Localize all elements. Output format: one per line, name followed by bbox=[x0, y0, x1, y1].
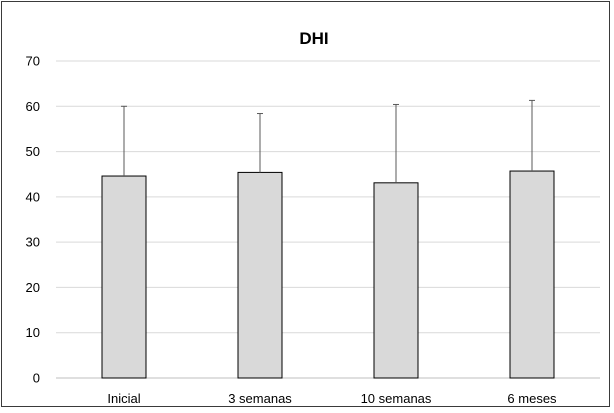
y-tick-label: 60 bbox=[26, 99, 40, 114]
y-tick-label: 70 bbox=[26, 54, 40, 69]
chart-title: DHI bbox=[299, 29, 328, 48]
bar-6-meses bbox=[509, 170, 555, 379]
y-tick-label: 0 bbox=[33, 371, 40, 386]
x-category-label: 10 semanas bbox=[361, 391, 432, 406]
y-tick-label: 40 bbox=[26, 189, 40, 204]
y-tick-label: 30 bbox=[26, 235, 40, 250]
x-category-label: 6 meses bbox=[507, 391, 557, 406]
bars bbox=[101, 170, 555, 379]
y-tick-label: 10 bbox=[26, 325, 40, 340]
bar-inicial bbox=[101, 175, 147, 379]
bar-3-semanas bbox=[237, 171, 283, 379]
gridlines bbox=[56, 60, 600, 379]
y-tick-label: 50 bbox=[26, 144, 40, 159]
bar-10-semanas bbox=[373, 182, 419, 379]
x-category-label: 3 semanas bbox=[228, 391, 292, 406]
x-category-label: Inicial bbox=[107, 391, 140, 406]
error-bars bbox=[121, 99, 535, 183]
y-axis-ticks: 0 10 20 30 40 50 60 70 bbox=[26, 54, 40, 386]
x-axis-categories: Inicial 3 semanas 10 semanas 6 meses bbox=[107, 391, 557, 406]
y-tick-label: 20 bbox=[26, 280, 40, 295]
